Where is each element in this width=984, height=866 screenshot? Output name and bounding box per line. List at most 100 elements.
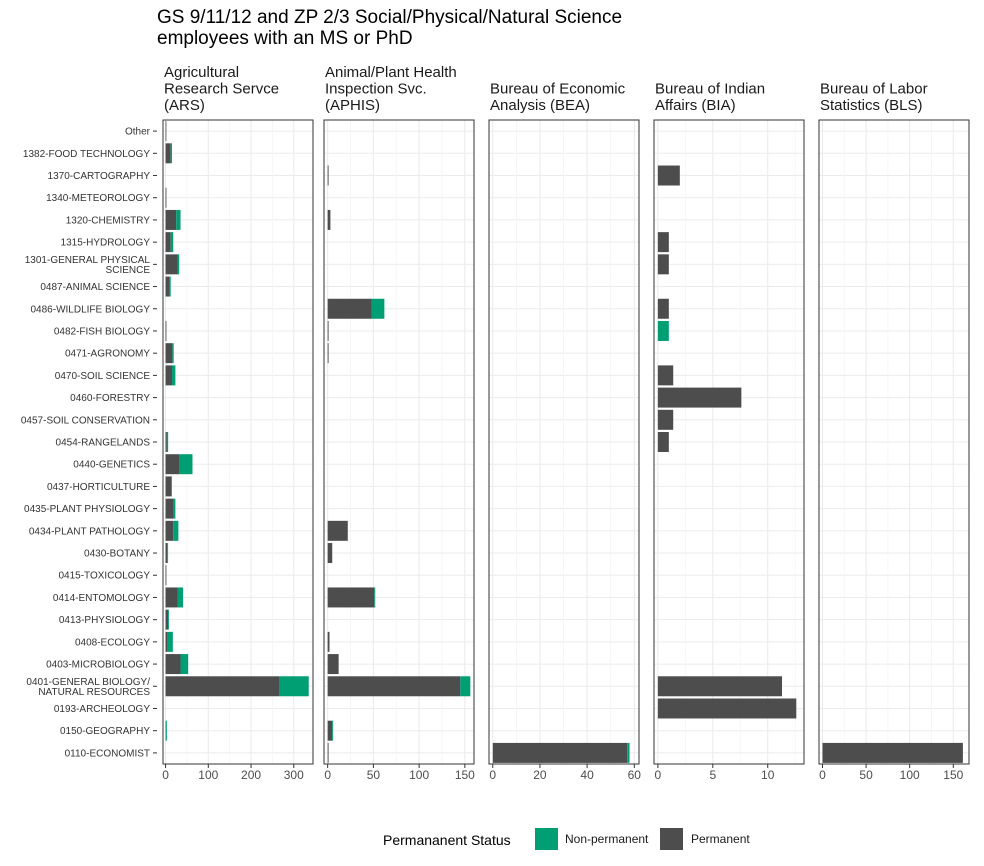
facet-label-line: Bureau of Indian xyxy=(655,81,765,98)
facet-label-line: Bureau of Economic xyxy=(490,81,626,98)
bar-non-permanent xyxy=(169,276,171,297)
category-label-line: 0440-GENETICS xyxy=(73,460,150,471)
category-label-line: 1340-METEOROLOGY xyxy=(46,193,150,204)
category-label-line: 1370-CARTOGRAPHY xyxy=(48,171,151,182)
x-tick-label: 100 xyxy=(409,768,429,782)
bar-non-permanent xyxy=(332,720,334,741)
bar-non-permanent xyxy=(170,232,174,253)
bar-permanent xyxy=(327,631,330,652)
category-label: 0413-PHYSIOLOGY xyxy=(59,615,150,626)
category-label: 0435-PLANT PHYSIOLOGY xyxy=(24,504,150,515)
x-tick-label: 20 xyxy=(533,768,547,782)
facet-label: Bureau of Labor Statistics (BLS) xyxy=(820,81,928,115)
bar-permanent xyxy=(327,543,333,564)
category-label: 1315-HYDROLOGY xyxy=(61,238,151,249)
category-label: 0470-SOIL SCIENCE xyxy=(55,371,151,382)
bar-permanent xyxy=(165,121,167,142)
bar-permanent xyxy=(165,320,167,341)
category-label-line: NATURAL RESOURCES xyxy=(38,687,150,698)
bar-permanent xyxy=(165,343,173,364)
bar-non-permanent xyxy=(179,454,193,475)
category-label: 1382-FOOD TECHNOLOGY xyxy=(23,149,150,160)
bar-non-permanent xyxy=(173,520,179,541)
facet-label-line: Research Servce xyxy=(164,81,279,98)
category-label: Other xyxy=(125,127,151,138)
bar-permanent xyxy=(657,365,674,386)
category-label-line: 0413-PHYSIOLOGY xyxy=(59,615,150,626)
chart-title: GS 9/11/12 and ZP 2/3 Social/Physical/Na… xyxy=(157,7,622,28)
bar-non-permanent xyxy=(172,343,174,364)
bar-permanent xyxy=(657,698,797,719)
x-tick-label: 100 xyxy=(198,768,218,782)
category-label: 0430-BOTANY xyxy=(84,549,150,560)
bar-permanent xyxy=(165,520,174,541)
category-label: 1301-GENERAL PHYSICAL SCIENCE xyxy=(25,255,151,276)
category-label: 1340-METEOROLOGY xyxy=(46,193,150,204)
facet-label: Bureau of Economic Analysis (BEA) xyxy=(490,81,626,115)
x-tick-label: 50 xyxy=(367,768,381,782)
category-label-line: 0486-WILDLIFE BIOLOGY xyxy=(31,304,151,315)
bar-permanent xyxy=(165,432,167,452)
bar-non-permanent xyxy=(167,543,169,564)
facet-label-line: (ARS) xyxy=(164,97,205,114)
bar-permanent xyxy=(657,298,669,319)
category-label-line: 0482-FISH BIOLOGY xyxy=(54,326,150,337)
x-tick-label: 10 xyxy=(761,768,775,782)
x-tick-label: 0 xyxy=(655,768,662,782)
x-tick-label: 200 xyxy=(241,768,261,782)
category-label: 0415-TOXICOLOGY xyxy=(58,571,150,582)
bar-permanent xyxy=(165,365,172,386)
facet-label-line: Agricultural xyxy=(164,64,239,81)
bar-permanent xyxy=(165,143,171,164)
category-label-line: SCIENCE xyxy=(106,265,151,276)
bar-permanent xyxy=(327,520,348,541)
facet-panel: Bureau of Indian Affairs (BIA) 0 5 10 xyxy=(653,81,805,782)
category-label-line: 0408-ECOLOGY xyxy=(75,637,150,648)
category-label: 0482-FISH BIOLOGY xyxy=(54,326,150,337)
bar-permanent xyxy=(165,654,181,675)
category-label: 0486-WILDLIFE BIOLOGY xyxy=(31,304,151,315)
bar-non-permanent xyxy=(177,254,180,275)
category-label: 0457-SOIL CONSERVATION xyxy=(21,415,150,426)
bar-non-permanent xyxy=(371,298,385,319)
facet-label-line: Bureau of Labor xyxy=(820,81,928,98)
category-label: 1370-CARTOGRAPHY xyxy=(48,171,151,182)
category-label: 0434-PLANT PATHOLOGY xyxy=(29,526,150,537)
category-label-line: 1382-FOOD TECHNOLOGY xyxy=(23,149,150,160)
category-label-line: 0454-RANGELANDS xyxy=(56,438,151,449)
bar-permanent xyxy=(165,543,168,564)
category-label: 0440-GENETICS xyxy=(73,460,150,471)
facet-panel: Bureau of Economic Analysis (BEA) 0 20 40 60 xyxy=(488,81,641,782)
bar-permanent xyxy=(657,409,674,430)
facet-label-line: Animal/Plant Health xyxy=(325,64,457,81)
bar-non-permanent xyxy=(171,476,172,497)
bar-permanent xyxy=(165,276,170,297)
bar-permanent xyxy=(327,742,329,763)
facet-label-line: Inspection Svc. xyxy=(325,81,427,98)
bar-permanent xyxy=(657,165,680,186)
bar-permanent xyxy=(165,565,167,586)
category-label-line: 1320-CHEMISTRY xyxy=(66,215,151,226)
bar-permanent xyxy=(657,387,742,408)
panel-border xyxy=(162,119,314,765)
category-label-line: 0403-MICROBIOLOGY xyxy=(46,660,150,671)
bar-non-permanent xyxy=(460,676,471,697)
panel-border xyxy=(818,119,970,765)
category-label-line: 0487-ANIMAL SCIENCE xyxy=(40,282,150,293)
bar-permanent xyxy=(165,254,178,275)
bar-permanent xyxy=(165,587,178,608)
bar-permanent xyxy=(327,654,339,675)
bar-non-permanent xyxy=(176,209,181,230)
facet-panel: Agricultural Research Servce (ARS) 0 100 200 3… xyxy=(162,64,314,782)
facet-label-line: (APHIS) xyxy=(325,97,380,114)
bar-permanent xyxy=(657,676,783,697)
category-label-line: 0430-BOTANY xyxy=(84,549,150,560)
category-label: 0471-AGRONOMY xyxy=(65,349,150,360)
bar-permanent xyxy=(165,498,174,519)
category-label: 0487-ANIMAL SCIENCE xyxy=(40,282,150,293)
bar-permanent xyxy=(165,187,167,208)
category-label-line: 0457-SOIL CONSERVATION xyxy=(21,415,150,426)
bar-permanent xyxy=(657,232,669,253)
category-label: 0460-FORESTRY xyxy=(70,393,150,404)
category-label-line: 1315-HYDROLOGY xyxy=(61,238,151,249)
